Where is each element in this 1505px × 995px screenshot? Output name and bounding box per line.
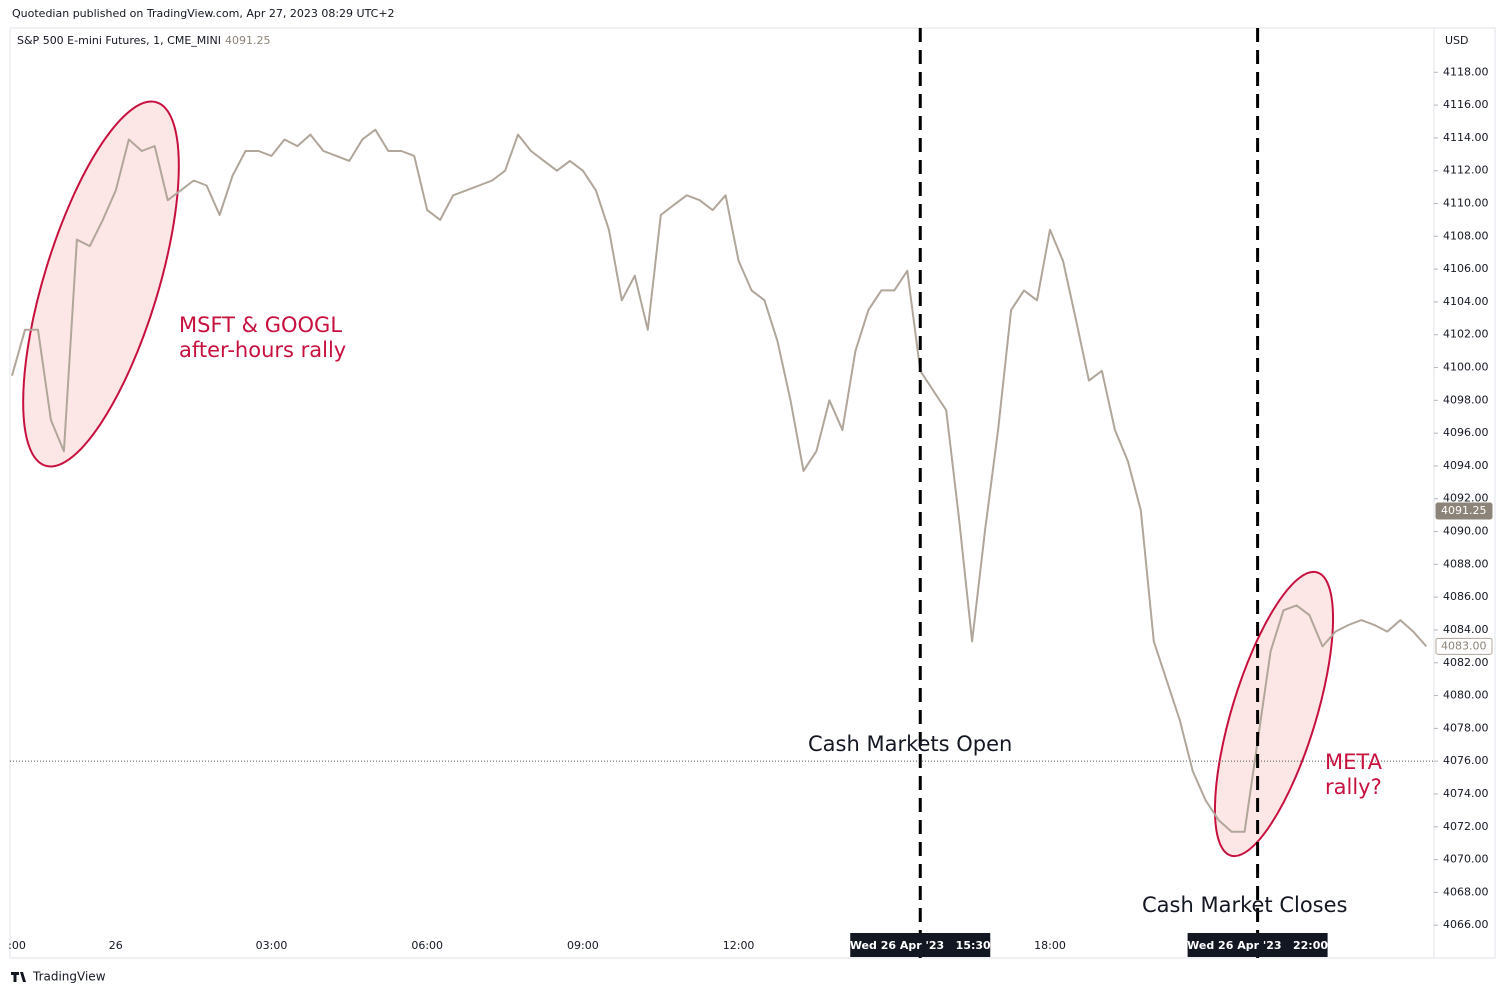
highlight-ellipse bbox=[22, 100, 180, 468]
y-tick-label: 4086.00 bbox=[1443, 590, 1489, 603]
y-tick-label: 4084.00 bbox=[1443, 623, 1489, 636]
x-tick-label: 03:00 bbox=[256, 939, 288, 952]
y-tick-label: 4100.00 bbox=[1443, 361, 1489, 374]
x-tick-label: 18:00 bbox=[1034, 939, 1066, 952]
y-tick-label: 4110.00 bbox=[1443, 197, 1489, 210]
y-tick-label: 4092.00 bbox=[1443, 492, 1489, 505]
chart-frame bbox=[9, 27, 1496, 959]
annotation: META bbox=[1325, 750, 1383, 774]
price-label-box bbox=[1435, 637, 1493, 655]
y-tick-label: 4112.00 bbox=[1443, 164, 1489, 177]
plot: 4066.00 4068.00 4070.00 4072.00 4074.00 4076.… bbox=[8, 28, 1493, 958]
price-label: 4083.00 bbox=[1441, 639, 1487, 652]
y-tick-label: 4078.00 bbox=[1443, 721, 1489, 734]
brand: TradingView bbox=[32, 970, 106, 984]
brand-logo bbox=[11, 972, 26, 982]
y-tick-label: 4106.00 bbox=[1443, 262, 1489, 275]
x-tick-label: 09:00 bbox=[567, 939, 599, 952]
y-tick-label: 4072.00 bbox=[1443, 820, 1489, 833]
highlight-ellipse bbox=[1213, 570, 1335, 858]
chart-title: S&P 500 E-mini Futures, 1, CME_MINI bbox=[17, 34, 221, 47]
time-flag-label: Wed 26 Apr '23 15:30 bbox=[850, 939, 991, 952]
y-tick-label: 4114.00 bbox=[1443, 131, 1489, 144]
time-flag bbox=[850, 933, 991, 957]
y-tick-label: 4074.00 bbox=[1443, 787, 1489, 800]
time-flag bbox=[1187, 933, 1328, 957]
annotation: rally? bbox=[1325, 775, 1382, 799]
y-tick-label: 4116.00 bbox=[1443, 98, 1489, 111]
currency: USD bbox=[1445, 34, 1469, 47]
y-tick-label: 4090.00 bbox=[1443, 525, 1489, 538]
price-label: 4091.25 bbox=[1441, 504, 1487, 517]
x-tick-label: 06:00 bbox=[411, 939, 443, 952]
header-price: 4091.25 bbox=[225, 34, 271, 47]
annotation: after-hours rally bbox=[179, 338, 346, 362]
y-tick-label: 4098.00 bbox=[1443, 393, 1489, 406]
annotation: Cash Market Closes bbox=[1142, 893, 1347, 917]
y-tick-label: 4066.00 bbox=[1443, 918, 1489, 931]
y-tick-label: 4088.00 bbox=[1443, 557, 1489, 570]
x-tick-label: 26 bbox=[109, 939, 123, 952]
y-tick-label: 4104.00 bbox=[1443, 295, 1489, 308]
y-tick-label: 4076.00 bbox=[1443, 754, 1489, 767]
annotation: Cash Markets Open bbox=[808, 732, 1012, 756]
x-tick-label: :00 bbox=[8, 939, 26, 952]
annotation: MSFT & GOOGL bbox=[179, 313, 342, 337]
y-tick-label: 4094.00 bbox=[1443, 459, 1489, 472]
y-tick-label: 4108.00 bbox=[1443, 229, 1489, 242]
y-tick-label: 4096.00 bbox=[1443, 426, 1489, 439]
time-flag-label: Wed 26 Apr '23 22:00 bbox=[1187, 939, 1328, 952]
y-tick-label: 4082.00 bbox=[1443, 656, 1489, 669]
x-tick-label: 12:00 bbox=[723, 939, 755, 952]
price-label-box bbox=[1435, 502, 1493, 520]
price-line bbox=[11, 128, 1428, 833]
publisher: Quotedian published on TradingView.com, … bbox=[12, 7, 395, 20]
y-tick-label: 4070.00 bbox=[1443, 853, 1489, 866]
y-tick-label: 4102.00 bbox=[1443, 328, 1489, 341]
y-tick-label: 4080.00 bbox=[1443, 689, 1489, 702]
y-tick-label: 4118.00 bbox=[1443, 65, 1489, 78]
y-tick-label: 4068.00 bbox=[1443, 885, 1489, 898]
